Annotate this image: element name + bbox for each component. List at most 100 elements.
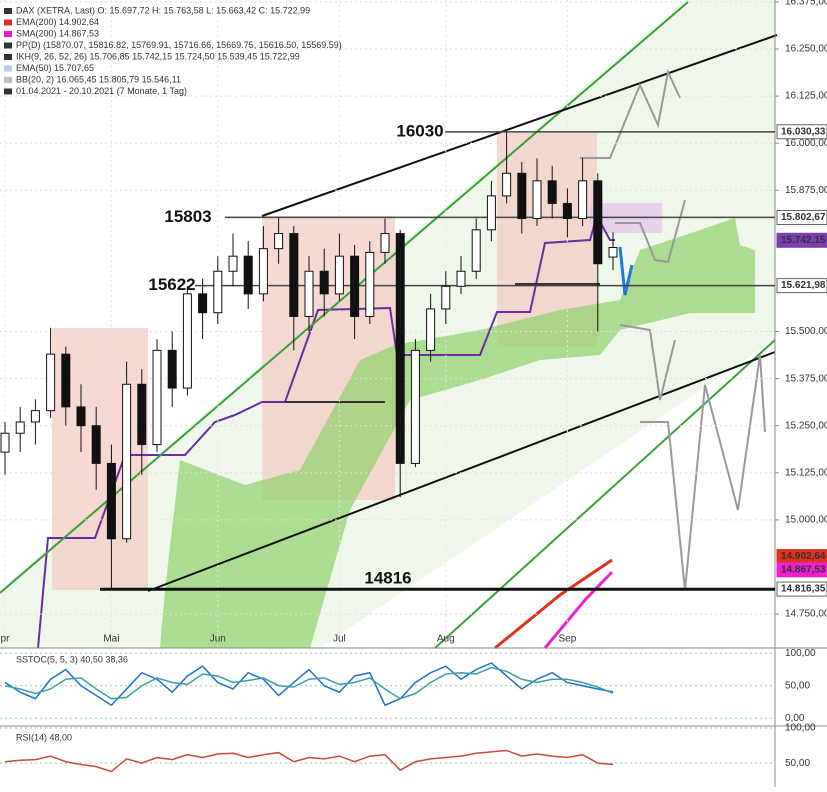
forecast-path bbox=[615, 199, 686, 264]
level-label: 16030 bbox=[396, 121, 443, 140]
candle-body bbox=[0, 432, 10, 453]
candle-body bbox=[243, 255, 253, 295]
y-tick-label: 15.125,00 bbox=[785, 467, 827, 478]
plot-layer: 16.375,00 16.250,00 16.125,00 16.000,00 15.8… bbox=[0, 0, 827, 773]
candle-body bbox=[182, 293, 192, 389]
candle-body bbox=[410, 349, 420, 464]
panel-title: SSTOC(5, 5, 3) 40,50 38,36 bbox=[16, 654, 128, 664]
candle-body bbox=[274, 233, 284, 250]
candle-body bbox=[471, 229, 481, 272]
y-tick-label: 16.125,00 bbox=[785, 91, 827, 102]
candle-body bbox=[334, 255, 344, 295]
price-tag-label: 15.621,98 bbox=[781, 280, 826, 291]
legend-swatch bbox=[4, 19, 12, 26]
forecast-arrow bbox=[618, 246, 634, 296]
candle-body bbox=[517, 172, 527, 220]
price-tag-label: 14.902,64 bbox=[781, 551, 826, 562]
legend-swatch bbox=[4, 88, 12, 95]
forecast-path bbox=[640, 354, 766, 591]
legend-swatch bbox=[4, 65, 12, 72]
legend-swatch bbox=[4, 54, 12, 60]
y-tick-label: 16.375,00 bbox=[785, 0, 827, 8]
candle-body bbox=[167, 349, 177, 389]
legend-text: 01.04.2021 - 20.10.2021 (7 Monate, 1 Tag… bbox=[16, 86, 187, 96]
candle-body bbox=[213, 270, 223, 314]
y-tick-label: 50,00 bbox=[785, 680, 810, 691]
legend-text: IKH(9, 26, 52, 26) 15.706,85 15.742,15 1… bbox=[16, 51, 300, 61]
candle-body bbox=[198, 293, 208, 314]
candle-body bbox=[61, 353, 71, 408]
candle-body bbox=[350, 255, 360, 317]
candle-body bbox=[46, 353, 56, 412]
y-tick-label: 16.000,00 bbox=[785, 138, 827, 149]
y-tick-label: 15.875,00 bbox=[785, 185, 827, 196]
y-tick-label: 0,00 bbox=[785, 713, 805, 724]
price-tag-label: 15.802,67 bbox=[781, 212, 826, 223]
sma-line bbox=[543, 570, 614, 649]
price-tag-label: 16.030,33 bbox=[781, 126, 826, 137]
candle-body bbox=[593, 180, 603, 265]
y-tick-label: 50,00 bbox=[785, 758, 810, 769]
legend-swatch bbox=[4, 77, 12, 83]
y-tick-label: 15.250,00 bbox=[785, 420, 827, 431]
indicator-line bbox=[4, 749, 614, 773]
candle-body bbox=[502, 172, 512, 197]
legend-swatch bbox=[4, 42, 12, 49]
candle-body bbox=[304, 270, 314, 317]
ichimoku-cloud bbox=[160, 218, 755, 648]
candle-body bbox=[365, 251, 375, 317]
y-tick-label: 15.500,00 bbox=[785, 326, 827, 337]
legend-swatch bbox=[4, 8, 12, 14]
legend-swatch bbox=[4, 31, 12, 37]
level-label: 15622 bbox=[148, 275, 195, 294]
price-tag bbox=[776, 562, 827, 578]
level-label: 15803 bbox=[164, 207, 211, 226]
candle-body bbox=[380, 233, 390, 253]
legend-text: BB(20, 2) 16.065,45 15.805,79 15.546,11 bbox=[16, 74, 181, 84]
price-tag-label: 14.816,35 bbox=[781, 584, 826, 595]
candle-body bbox=[562, 202, 572, 220]
candle-body bbox=[289, 233, 299, 317]
price-tag bbox=[776, 232, 827, 248]
x-tick-label: Sep bbox=[559, 634, 577, 645]
candle-body bbox=[532, 180, 542, 220]
candle-body bbox=[608, 247, 618, 258]
candle-body bbox=[319, 270, 329, 295]
panel-title: RSI(14) 48,00 bbox=[16, 732, 72, 742]
x-tick-label: Jul bbox=[333, 634, 346, 645]
level-label: 14816 bbox=[364, 569, 411, 588]
candle-body bbox=[456, 270, 466, 287]
candle-body bbox=[152, 349, 162, 446]
y-tick-label: 15.375,00 bbox=[785, 373, 827, 384]
candle-body bbox=[137, 383, 147, 446]
candle-body bbox=[91, 425, 101, 464]
candle-body bbox=[228, 255, 238, 272]
price-tag bbox=[776, 124, 827, 140]
indicator-line bbox=[4, 666, 614, 700]
x-tick-label: pr bbox=[1, 634, 11, 645]
candle-body bbox=[441, 285, 451, 310]
x-tick-label: Jun bbox=[210, 634, 226, 645]
candle-body bbox=[30, 410, 40, 423]
candle-body bbox=[395, 233, 405, 464]
legend-text: EMA(200) 14.902,64 bbox=[16, 17, 99, 27]
candle-body bbox=[122, 383, 132, 540]
y-tick-label: 16.250,00 bbox=[785, 44, 827, 55]
price-tag bbox=[776, 210, 827, 226]
forecast-path bbox=[580, 68, 681, 159]
y-tick-label: 15.000,00 bbox=[785, 515, 827, 526]
candle-body bbox=[578, 180, 588, 220]
candle-body bbox=[106, 462, 116, 540]
x-tick-label: Mai bbox=[103, 634, 119, 645]
legend-text: EMA(50) 15.707,65 bbox=[16, 63, 94, 73]
price-tag bbox=[776, 581, 827, 597]
price-tag-label: 15.742,15 bbox=[781, 235, 826, 246]
y-tick-label: 14.750,00 bbox=[785, 609, 827, 620]
y-tick-label: 100,00 bbox=[785, 723, 816, 734]
trend-line bbox=[261, 34, 778, 217]
candle-body bbox=[258, 248, 268, 295]
price-tag bbox=[776, 278, 827, 294]
trend-line bbox=[147, 351, 776, 592]
candle-body bbox=[15, 421, 25, 434]
